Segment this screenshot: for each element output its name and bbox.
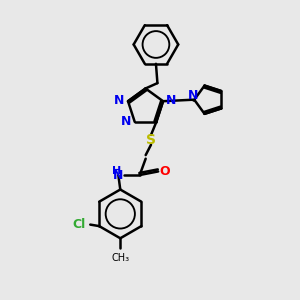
Text: N: N: [165, 94, 176, 107]
Text: Cl: Cl: [72, 218, 86, 231]
Text: N: N: [121, 115, 131, 128]
Text: N: N: [114, 94, 124, 107]
Text: CH₃: CH₃: [111, 253, 129, 263]
Text: N: N: [188, 89, 198, 102]
Text: H: H: [112, 166, 122, 176]
Text: S: S: [146, 133, 156, 147]
Text: N: N: [113, 169, 124, 182]
Text: O: O: [159, 165, 170, 178]
